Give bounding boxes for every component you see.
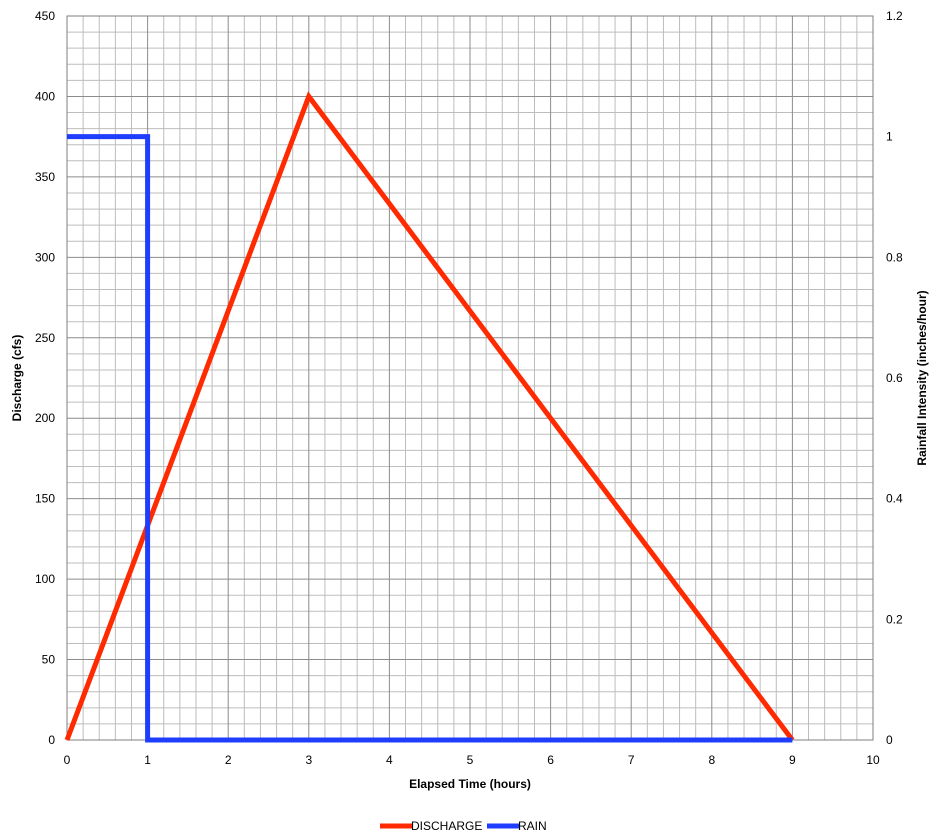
y2-tick-label: 0.8 — [886, 250, 903, 264]
x-tick-label: 3 — [305, 753, 312, 767]
y2-tick-label: 0.2 — [886, 612, 903, 626]
x-tick-label: 4 — [386, 753, 393, 767]
y-tick-label: 150 — [35, 492, 55, 506]
x-tick-label: 6 — [547, 753, 554, 767]
x-axis-ticks: 0 1 2 3 4 5 6 7 8 9 10 — [64, 753, 880, 767]
y-tick-label: 400 — [35, 89, 55, 103]
y2-tick-label: 0.4 — [886, 492, 903, 506]
legend-label-discharge: DISCHARGE — [411, 819, 482, 833]
y-tick-label: 250 — [35, 331, 55, 345]
x-tick-label: 8 — [708, 753, 715, 767]
y-tick-label: 100 — [35, 572, 55, 586]
legend: DISCHARGE RAIN — [380, 819, 547, 833]
y-tick-label: 200 — [35, 411, 55, 425]
y-axis-title: Discharge (cfs) — [10, 335, 24, 422]
series-layer — [64, 91, 795, 743]
x-tick-label: 5 — [467, 753, 474, 767]
left-axis-ticks: 0 50 100 150 200 250 300 350 400 450 — [35, 9, 55, 747]
y2-tick-label: 0.6 — [886, 371, 903, 385]
y2-tick-label: 1 — [886, 130, 893, 144]
y2-tick-label: 0 — [886, 733, 893, 747]
right-axis-ticks: 0 0.2 0.4 0.6 0.8 1 1.2 — [886, 9, 903, 747]
y-tick-label: 350 — [35, 170, 55, 184]
y-tick-label: 50 — [42, 653, 56, 667]
x-tick-label: 10 — [866, 753, 880, 767]
x-tick-label: 1 — [144, 753, 151, 767]
legend-label-rain: RAIN — [518, 819, 547, 833]
x-tick-label: 2 — [225, 753, 232, 767]
y2-tick-label: 1.2 — [886, 9, 903, 23]
x-tick-label: 0 — [64, 753, 71, 767]
major-gridlines — [67, 16, 873, 740]
y-tick-label: 300 — [35, 250, 55, 264]
x-axis-title: Elapsed Time (hours) — [409, 777, 531, 791]
y-tick-label: 0 — [48, 733, 55, 747]
x-tick-label: 9 — [789, 753, 796, 767]
y2-axis-title: Rainfall Intensity (inches/hour) — [915, 290, 929, 465]
y-tick-label: 450 — [35, 9, 55, 23]
x-tick-label: 7 — [628, 753, 635, 767]
series-line-rain — [67, 134, 793, 743]
